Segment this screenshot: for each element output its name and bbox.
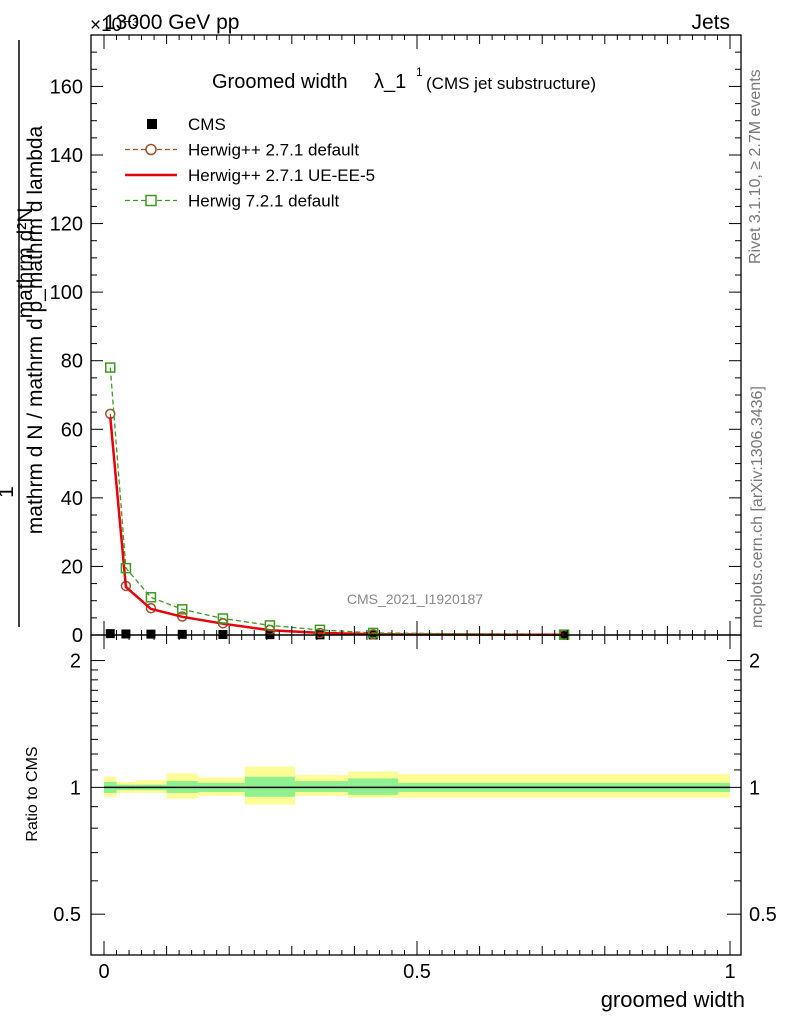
legend-marker-circle (145, 143, 157, 156)
main-y-tick-label: 0 (72, 625, 83, 647)
data-point-cms-3 (177, 629, 187, 639)
legend-marker-cms (147, 119, 157, 129)
data-point-herwig7-4 (217, 613, 229, 624)
legend-label-2: Herwig++ 2.7.1 UE-EE-5 (188, 166, 375, 185)
series-line-3 (109, 367, 565, 636)
ratio-y-tick-label-right: 0.5 (749, 904, 777, 926)
data-point-herwig7-5 (264, 620, 276, 631)
main-y-tick-label: 20 (61, 556, 83, 578)
data-point-cms-2 (146, 629, 156, 639)
data-point-herwig7-3 (177, 604, 188, 615)
main-y-tick-label: 80 (61, 351, 83, 373)
ratio-plot-marks (104, 766, 730, 805)
data-point-herwig7-1 (120, 562, 132, 574)
plot-frames (90, 34, 742, 956)
legend-marker-square (145, 194, 157, 207)
main-y-tick-label: 60 (61, 419, 83, 441)
y-axis-label: mathrm d²N 1 mathrm d N / mathrm d p_mat… (0, 40, 47, 627)
ratio-y-tick-label-left: 0.5 (53, 904, 81, 926)
data-point-herwigpp-default-2 (145, 603, 157, 614)
axis-ticks: 0 20 40 60 80 100 120 140 160 0 0.5 1 0.5 0.5 1 1 2 2 (50, 34, 777, 983)
legend-label-0: CMS (188, 115, 226, 134)
chart-title: Groomed width λ_1 1 (CMS jet substructur… (212, 65, 596, 93)
data-point-herwig7-7 (367, 627, 379, 639)
title-superscript: 1 (416, 65, 423, 79)
data-point-cms-0 (105, 629, 115, 639)
y-label-one: 1 (0, 486, 18, 498)
ratio-y-tick-label-left: 1 (70, 777, 81, 799)
ratio-y-axis-label: Ratio to CMS (24, 746, 41, 841)
x-tick-label: 1 (724, 961, 735, 983)
ratio-y-tick-label-right: 2 (749, 651, 760, 673)
main-y-tick-label: 40 (61, 488, 83, 510)
series-line-2 (109, 417, 565, 637)
series-line-1 (109, 413, 565, 636)
ratio-y-tick-label-right: 1 (749, 777, 760, 799)
header-right-label: Jets (691, 11, 730, 34)
data-point-cms-1 (121, 629, 131, 639)
main-y-tick-label: 160 (50, 76, 83, 98)
x-tick-label: 0.5 (403, 961, 431, 983)
data-point-herwig7-2 (145, 592, 157, 603)
y-label-inner-denominator: mathrm d N / mathrm d p_mathrm d lambda (24, 125, 47, 534)
legend-label-3: Herwig 7.2.1 default (188, 192, 339, 211)
analysis-watermark: CMS_2021_I1920187 (347, 591, 483, 607)
ratio-y-tick-label-left: 2 (70, 651, 81, 673)
x-axis-label: groomed width (601, 987, 745, 1012)
title-subtitle: (CMS jet substructure) (426, 74, 596, 93)
data-point-herwig7-0 (105, 362, 116, 373)
title-symbol: λ_1 (374, 71, 406, 93)
title-main: Groomed width (212, 71, 348, 93)
legend: CMS Herwig++ 2.7.1 default Herwig++ 2.7.1 … (125, 115, 375, 211)
header-left-label: 13000 GeV pp (104, 11, 239, 34)
rivet-label: Rivet 3.1.10, ≥ 2.7M events (747, 69, 764, 264)
main-plot-marks (105, 362, 570, 641)
x-tick-label: 0 (98, 961, 109, 983)
main-y-tick-label: 140 (50, 145, 83, 167)
main-y-tick-label: 100 (50, 282, 83, 304)
legend-label-1: Herwig++ 2.7.1 default (188, 141, 359, 160)
y-multiplier-label: ×10⁻³ (90, 15, 139, 36)
main-y-tick-label: 120 (50, 214, 83, 236)
ratio-plot-frame (90, 634, 742, 956)
ratio-inner-band-6 (294, 781, 349, 793)
mcplots-label: mcplots.cern.ch [arXiv:1306.3436] (749, 386, 766, 628)
